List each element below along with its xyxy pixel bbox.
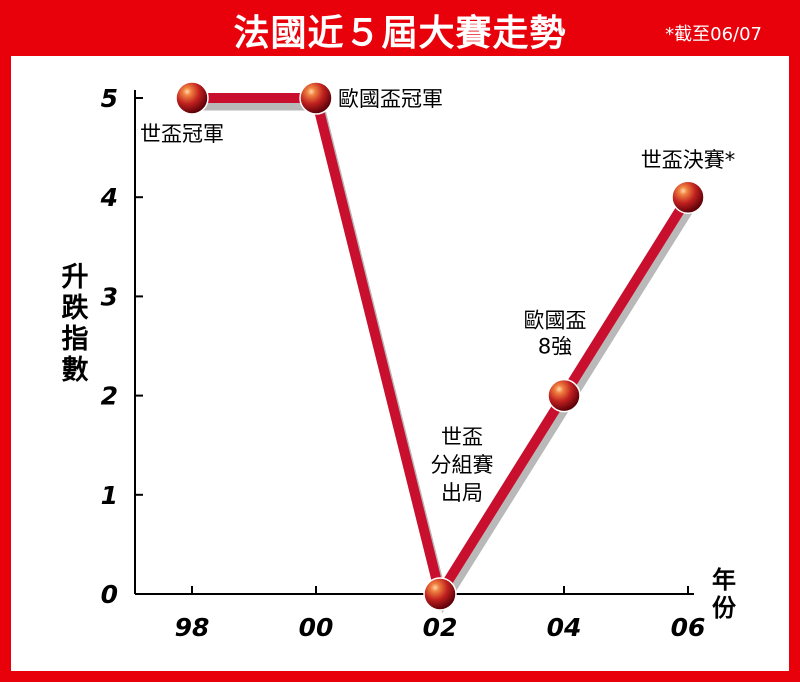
y-tick-label: 1 — [101, 481, 118, 510]
data-point-marker — [547, 378, 581, 413]
y-tick-label: 5 — [101, 84, 118, 113]
header-bar: 法國近５屆大賽走勢 *截至06/07 — [0, 0, 800, 56]
x-axis-label: 年份 — [704, 566, 744, 622]
x-axis-label-text: 年份 — [712, 566, 736, 622]
y-axis-label-text: 升跌指數 — [61, 262, 89, 386]
series-line-path — [192, 93, 693, 607]
data-annotation: 世盃決賽* — [641, 148, 736, 172]
data-annotation: 歐國盃 — [524, 309, 587, 333]
series-shadow — [196, 101, 696, 614]
series-line — [192, 93, 693, 607]
data-point-marker — [175, 81, 209, 115]
x-tick-label: 98 — [175, 613, 210, 642]
data-annotation: 分組賽 — [431, 453, 494, 477]
data-annotation: 世盃冠軍 — [140, 122, 224, 146]
data-annotation: 世盃 — [441, 425, 483, 449]
y-tick-label: 0 — [101, 580, 118, 609]
markers — [175, 81, 705, 611]
axes: 0 1 2 3 4 5 98 00 02 04 06 — [100, 84, 706, 642]
y-tick-label: 3 — [101, 282, 118, 311]
x-tick-label: 02 — [423, 613, 458, 642]
data-annotation: 出局 — [441, 481, 483, 505]
data-point-marker — [423, 577, 457, 611]
series-shadow-line — [196, 101, 696, 614]
data-annotation: 歐國盃冠軍 — [338, 87, 443, 111]
x-tick-label: 00 — [299, 613, 334, 642]
y-tick-label: 4 — [100, 183, 118, 212]
x-tick-label: 04 — [547, 613, 582, 642]
data-point-marker — [671, 180, 705, 214]
x-tick-label: 06 — [671, 613, 706, 642]
y-axis-label: 升跌指數 — [52, 262, 98, 386]
data-point-marker — [299, 81, 333, 115]
data-annotation: 8強 — [538, 335, 572, 359]
cutoff-note: *截至06/07 — [665, 24, 762, 45]
y-tick-label: 2 — [101, 382, 118, 411]
chart-title: 法國近５屆大賽走勢 — [233, 13, 567, 54]
